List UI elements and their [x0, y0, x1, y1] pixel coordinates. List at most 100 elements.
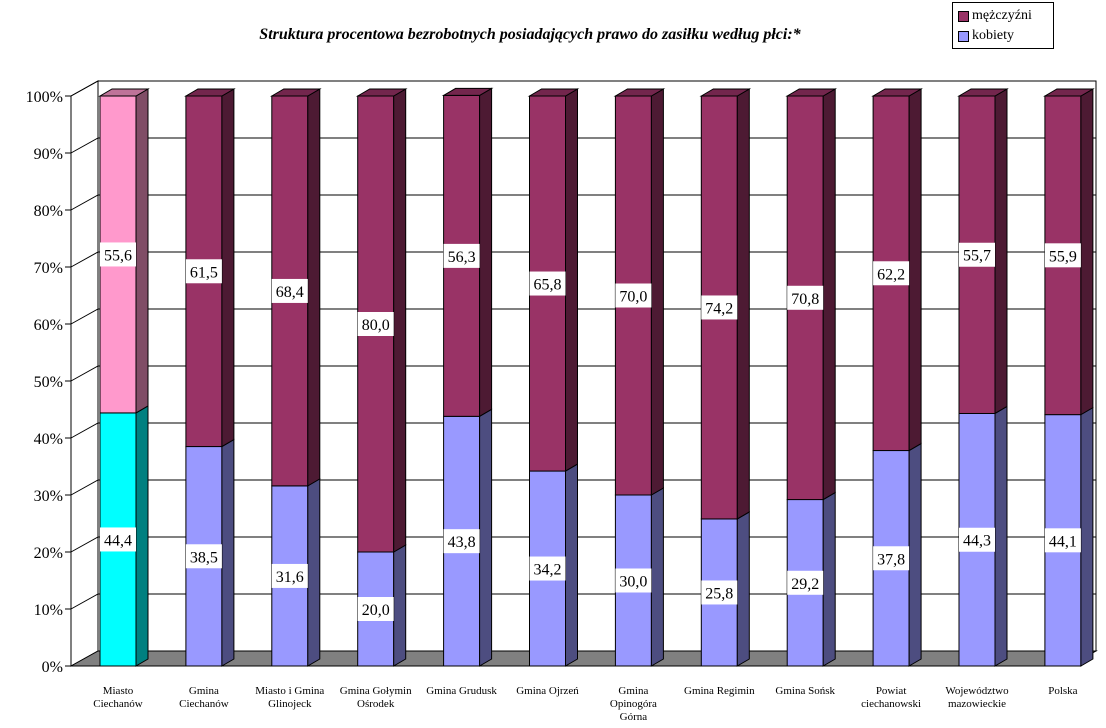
bar-top [269, 88, 322, 97]
data-label-box [100, 527, 136, 552]
data-label-box [357, 597, 394, 621]
bar-side-women [307, 478, 321, 667]
data-label-women: 31,6 [276, 569, 304, 586]
data-label-men: 74,2 [705, 300, 733, 317]
data-label-box [701, 295, 738, 320]
data-label-box [271, 278, 308, 303]
data-label-women: 37,8 [877, 551, 905, 568]
x-tick-label: Glinojeck [268, 698, 312, 710]
bar-side-men [135, 88, 149, 414]
x-tick-label: Opinogóra [610, 698, 657, 710]
x-tick-label: Miasto [103, 685, 134, 697]
gridline [70, 593, 1096, 610]
bar-top [355, 88, 408, 97]
legend: mężczyźni kobiety [952, 2, 1054, 49]
data-label-men: 70,0 [619, 289, 647, 306]
data-label-women: 44,4 [104, 532, 132, 549]
data-label-women: 44,3 [963, 533, 991, 550]
bar-side-women [994, 405, 1008, 667]
data-label-box [185, 259, 222, 284]
data-label-men: 61,5 [190, 264, 218, 281]
gridline [70, 194, 1096, 211]
data-label-box [100, 242, 136, 267]
y-tick-label: 100% [26, 89, 63, 106]
x-tick-label: Gmina [189, 685, 219, 697]
gridline [70, 479, 1096, 496]
data-label-box [529, 556, 566, 581]
gridline [70, 308, 1096, 325]
data-label-box [959, 242, 995, 267]
x-tick-label: Ciechanów [179, 698, 229, 710]
gridline [70, 365, 1096, 382]
data-label-box [271, 563, 308, 588]
data-label-women: 30,0 [619, 574, 647, 591]
data-label-men: 70,8 [791, 291, 819, 308]
data-label-box [529, 271, 566, 296]
legend-label-men: mężczyźni [972, 8, 1032, 23]
bar-top [613, 88, 666, 97]
legend-swatch-men [958, 10, 969, 22]
legend-label-women: kobiety [972, 28, 1014, 43]
bar-top [699, 88, 752, 97]
data-label-men: 56,3 [448, 249, 476, 266]
bar-side-women [221, 438, 235, 667]
bar-side-men [650, 88, 664, 496]
x-tick-label: Gmina Ojrzeń [516, 685, 579, 697]
x-tick-label: Górna [620, 711, 648, 723]
bar-side-men [221, 88, 235, 448]
bar-top [527, 88, 580, 97]
data-label-box [615, 568, 652, 593]
bar-side-women [822, 491, 836, 667]
data-label-men: 65,8 [534, 277, 562, 294]
y-tick-label: 70% [34, 260, 63, 277]
bar-side-men [908, 88, 922, 452]
bar-top [957, 88, 1009, 97]
x-tick-label: Gmina [618, 685, 648, 697]
x-tick-label: Ośrodek [357, 698, 395, 710]
y-tick-label: 0% [42, 659, 63, 676]
x-tick-label: mazowieckie [948, 698, 1006, 710]
data-label-box [615, 283, 652, 308]
bar-top [785, 88, 838, 97]
x-tick-label: Ciechanów [93, 698, 143, 710]
data-label-women: 44,1 [1049, 533, 1077, 550]
x-tick-label: Gmina Sońsk [775, 685, 835, 697]
data-label-women: 29,2 [791, 576, 819, 593]
y-tick-label: 90% [34, 146, 63, 163]
y-tick-label: 30% [34, 488, 63, 505]
x-tick-label: Gmina Regimin [684, 685, 755, 697]
bar-top [441, 87, 494, 96]
bar-side-men [479, 87, 493, 418]
data-label-men: 68,4 [276, 284, 304, 301]
data-label-box [185, 544, 222, 569]
data-label-men: 55,9 [1049, 248, 1077, 265]
bar-side-women [736, 511, 750, 667]
bar-side-women [650, 487, 664, 667]
y-tick-label: 50% [34, 374, 63, 391]
data-label-men: 80,0 [362, 317, 390, 334]
legend-item-women: kobiety [958, 26, 1048, 46]
x-tick-label: Powiat [876, 685, 907, 697]
x-tick-label: Gmina Grudusk [426, 685, 497, 697]
data-label-men: 55,6 [104, 247, 132, 264]
data-label-women: 38,5 [190, 549, 218, 566]
bar-top [871, 88, 923, 97]
x-tick-label: Województwo [945, 685, 1009, 697]
data-label-women: 34,2 [534, 562, 562, 579]
data-label-box [1044, 243, 1081, 268]
bar-side-women [393, 544, 407, 667]
gridline [70, 80, 1096, 97]
legend-swatch-women [958, 30, 969, 42]
data-label-box [873, 261, 910, 286]
data-label-box [701, 580, 738, 605]
gridline [70, 422, 1096, 439]
bar-side-men [736, 88, 750, 520]
bar-side-women [565, 463, 578, 667]
y-tick-label: 80% [34, 203, 63, 220]
bar-side-men [822, 88, 836, 501]
y-tick-label: 60% [34, 317, 63, 334]
data-label-box [443, 529, 480, 554]
bar-top [98, 88, 150, 97]
x-tick-label: Polska [1048, 685, 1077, 697]
